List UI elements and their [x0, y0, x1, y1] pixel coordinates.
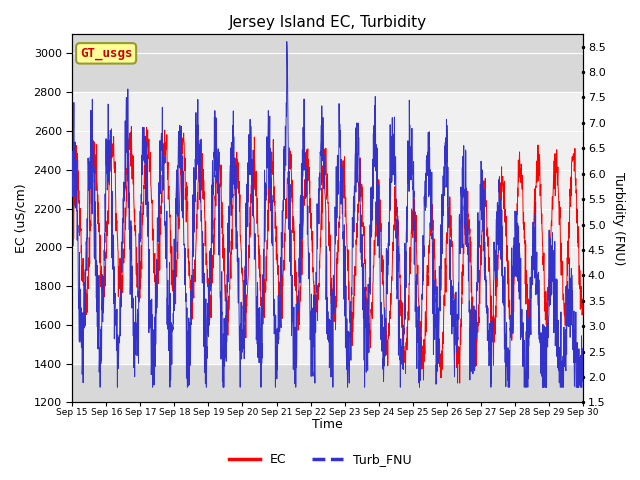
X-axis label: Time: Time [312, 419, 343, 432]
Y-axis label: EC (uS/cm): EC (uS/cm) [15, 183, 28, 253]
Bar [72, 92, 583, 364]
Y-axis label: Turbidity (FNU): Turbidity (FNU) [612, 171, 625, 265]
Legend: EC, Turb_FNU: EC, Turb_FNU [223, 448, 417, 471]
Text: GT_usgs: GT_usgs [80, 47, 132, 60]
Title: Jersey Island EC, Turbidity: Jersey Island EC, Turbidity [228, 15, 427, 30]
